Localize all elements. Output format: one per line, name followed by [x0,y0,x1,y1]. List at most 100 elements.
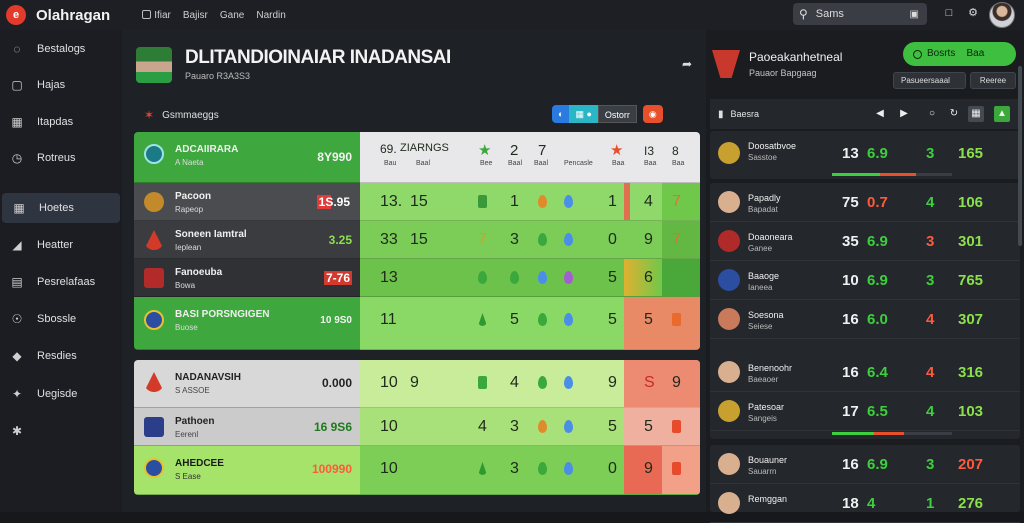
sidebar-item-itapdas[interactable]: ▦ Itapdas [0,107,118,137]
top-nav: Ifiar Bajisr Gane Nardin [142,9,286,21]
list-item[interactable]: Patesoar Sangeis 17 6.5 4 103 [710,392,1020,431]
team-crest [144,417,164,437]
chevron-left-icon[interactable]: ◀ [876,108,884,119]
team-cell: NADANAVSIH S ASSOE 0.000 [134,360,360,408]
puzzle-icon: ✦ [11,387,23,401]
primary-button[interactable]: Bosrts Baa [903,42,1016,66]
user-avatar[interactable] [989,2,1015,28]
table-row[interactable]: NADANAVSIH S ASSOE 0.000 10 9 4 9 S 9 [134,360,700,408]
stats-cell: 10 4 3 5 5 [360,408,700,446]
stat-value: 3 [926,272,935,289]
refresh-icon[interactable]: ↻ [949,108,959,119]
topnav-item[interactable]: Nardin [256,9,286,21]
player-name: Baaoge [748,271,780,281]
toggle-option[interactable]: Ostorr [597,105,637,123]
stat-value: 16 [842,456,859,473]
sidebar-item-pesrelafaas[interactable]: ▤ Pesrelafaas [0,267,118,297]
sidebar-item-hajas[interactable]: ▢ Hajas [0,70,118,100]
team-crest [144,144,164,164]
stats-cell: 10 3 0 9 [360,446,700,495]
share-icon[interactable]: ➦ [682,57,693,71]
list-item[interactable]: Papadly Bapadat 75 0.7 4 106 [710,183,1020,222]
stat-value: 6.9 [867,233,888,250]
list-item[interactable]: Bouauner Sauarrn 16 6.9 3 207 [710,445,1020,484]
table-row[interactable]: AHEDCEE S Ease 100990 10 3 0 9 [134,446,700,495]
table-row[interactable]: BASI PORSNGIGEN Buose 10 9S0 11 5 5 5 [134,297,700,350]
topnav-item[interactable]: Gane [219,9,245,21]
star-icon: ★ [478,142,492,159]
panel-header: ✶ Gsmmaeggs [134,104,700,126]
header-label: Baal [508,160,523,167]
list-item[interactable]: Baaoge Ianeea 10 6.9 3 765 [710,261,1020,300]
stat-value: 5 [608,269,617,286]
search-input[interactable]: ⚲ Sams ▣ [793,3,927,25]
sidebar-item-rotreus[interactable]: ◷ Rotreus [0,143,118,173]
stat-value: 5 [608,311,617,328]
chevron-right-icon[interactable]: ▶ [900,108,908,119]
stat-value: 4 [867,495,876,512]
grid-icon[interactable]: ▦ [968,106,984,122]
toggle-grid-icon[interactable]: ▦ ● [569,105,598,123]
image-icon[interactable]: ▲ [994,106,1010,122]
app-logo[interactable]: e [6,5,26,25]
stat-value: 6.5 [867,403,888,420]
marker-icon [564,462,573,475]
team-logo [712,50,740,78]
sidebar-item-tools[interactable]: ✱ [0,416,118,446]
crest-avatar [718,142,740,164]
stat-value: 4 [926,403,935,420]
stat-value: 6.0 [867,311,888,328]
tertiary-button[interactable]: Reeree [970,72,1016,89]
table-row[interactable]: ADCAIIRARA A Naeta 8Y990 69. ZIARNGS Bau… [134,132,700,183]
stat-value: 1 [510,193,519,210]
settings-icon[interactable]: ⚙ [968,7,978,19]
player-card: Doosatbvoe Sasstoe 13 6.9 3 165 [710,131,1020,179]
alert-icon[interactable]: ◉ [642,105,663,123]
player-sub: Sangeis [748,414,777,423]
team-score: 16 9S6 [313,420,352,434]
table-row[interactable]: Pathoen Eerenl 16 9S6 10 4 3 5 5 [134,408,700,446]
list-item[interactable]: Benenoohr Baeaoer 16 6.4 4 316 [710,353,1020,392]
stat-value: 3 [510,418,519,435]
list-item[interactable]: Soesona Seiese 16 6.0 4 307 [710,300,1020,339]
marker-icon [564,195,573,208]
stat-value: 6.9 [867,272,888,289]
list-item[interactable]: Doaoneara Ganee 35 6.9 3 301 [710,222,1020,261]
home-icon [478,195,487,208]
stat-value: 7 [478,231,487,248]
stat-value: 9 [608,374,617,391]
team-cell: Fanoeuba Bowa 7-76 [134,259,360,297]
list-header: ▮ Baesra ◀ ▶ ○ ↻ ▦ ▲ [710,99,1020,129]
table-row[interactable]: Fanoeuba Bowa 7-76 13 5 6 [134,259,700,297]
scrollbar[interactable] [1018,66,1022,246]
window-icon[interactable]: □ [945,7,953,19]
sidebar-item-heatter[interactable]: ◢ Heatter [0,230,118,260]
table-row[interactable]: Soneen Iamtral Ieplean 3.25 33 15 7 3 0 … [134,221,700,259]
sidebar-item-bestalogs[interactable]: ◌ Bestalogs [0,34,118,64]
stat-value: 5 [608,418,617,435]
player-avatar [136,47,172,83]
sidebar-item-hoetes[interactable]: ▦ Hoetes [2,193,120,223]
team-crest [144,230,164,250]
sidebar-item-resdies[interactable]: ◆ Resdies [0,341,118,371]
toggle-c-icon[interactable]: ◐ [552,105,570,123]
circle-icon[interactable]: ○ [928,108,936,119]
right-panel-title: Paoeakanhetneal [749,50,843,64]
sidebar-item-uegisde[interactable]: ✦ Uegisde [0,379,118,409]
list-item[interactable]: Doosatbvoe Sasstoe 13 6.9 3 165 [710,131,1020,179]
sidebar-item-sbossle[interactable]: ☉ Sbossle [0,304,118,334]
heat-cell [662,183,700,220]
square-icon [672,462,681,475]
team-score: 7-76 [323,271,352,285]
topnav-item[interactable]: Ifiar [142,9,171,21]
marker-icon [538,376,547,389]
team-name: Soneen Iamtral [175,229,247,240]
secondary-button[interactable]: Pasueersaaal [893,72,966,89]
topnav-item[interactable]: Bajisr [182,9,208,21]
table-row[interactable]: Pacoon Rapeop 1S.95 13. 15 1 1 4 7 [134,183,700,221]
clear-icon[interactable]: ▣ [909,8,919,20]
heat-cell [624,446,662,494]
header-value: 69. [380,142,397,156]
list-item[interactable]: Remggan 18 4 1 276 [710,484,1020,523]
header-label: Pencasle [564,160,593,167]
